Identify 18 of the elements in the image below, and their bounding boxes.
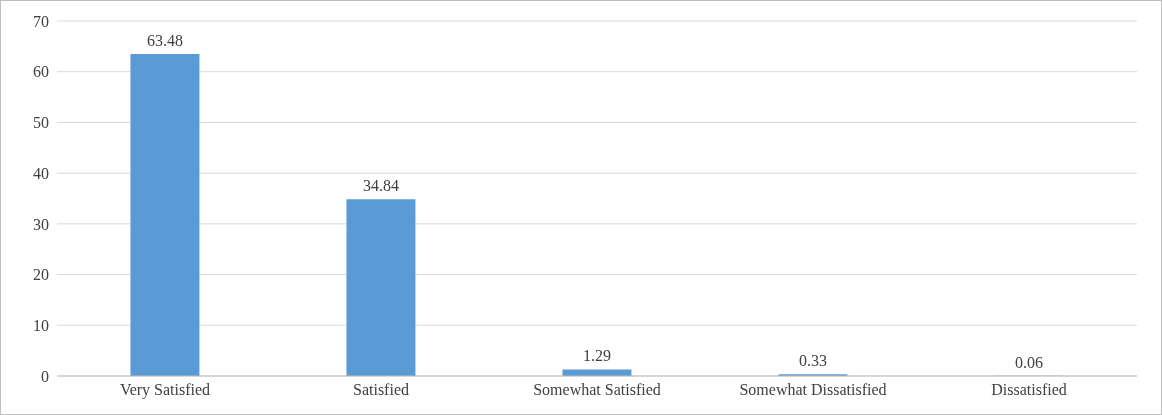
y-tick-label: 30 xyxy=(33,215,49,233)
data-label: 34.84 xyxy=(362,177,399,195)
y-tick-label: 10 xyxy=(33,316,49,334)
x-tick-label: Somewhat Satisfied xyxy=(533,381,661,399)
x-tick-label: Very Satisfied xyxy=(119,381,211,400)
data-label: 0.33 xyxy=(798,352,827,370)
y-tick-label: 20 xyxy=(33,266,49,284)
y-tick-label: 0 xyxy=(41,367,49,385)
x-tick-label: Dissatisfied xyxy=(991,381,1067,399)
y-tick-label: 60 xyxy=(33,63,49,81)
data-label: 1.29 xyxy=(582,347,611,365)
y-tick-label: 40 xyxy=(33,164,49,182)
data-label: 63.48 xyxy=(146,32,183,50)
x-tick-label: Somewhat Dissatisfied xyxy=(739,381,887,399)
data-label: 0.06 xyxy=(1014,353,1043,371)
y-tick-label: 70 xyxy=(33,12,49,30)
x-tick-label: Satisfied xyxy=(353,381,409,399)
y-tick-label: 50 xyxy=(33,114,49,132)
